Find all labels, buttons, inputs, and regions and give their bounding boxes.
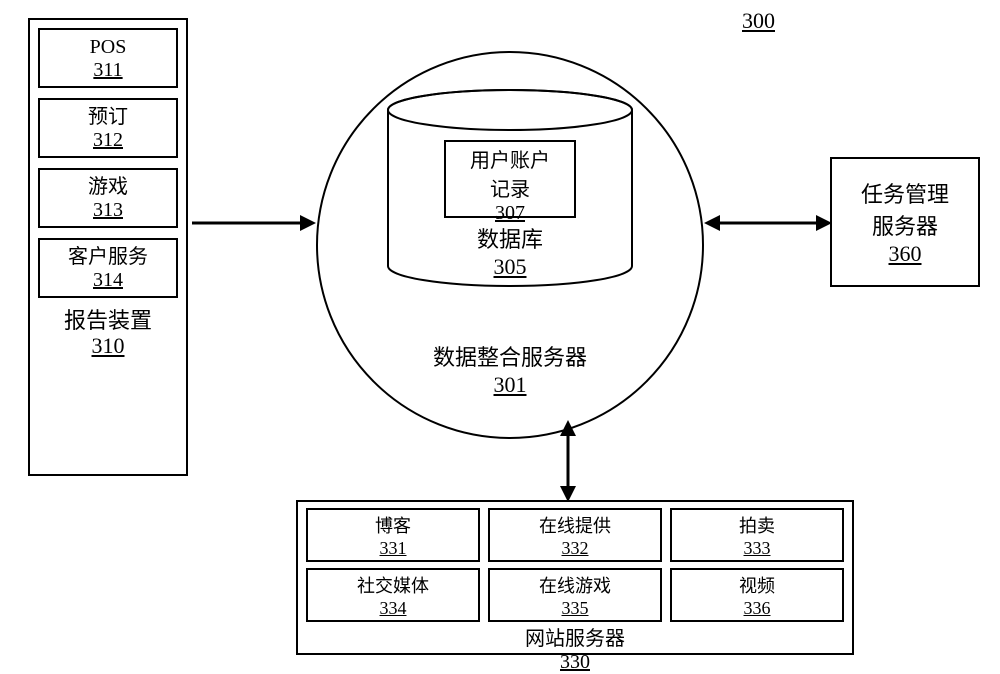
figure-ref: 300: [742, 8, 775, 34]
auction-box: 拍卖 333: [670, 508, 844, 562]
task-management-server-ref: 360: [889, 241, 922, 266]
web-server-label: 网站服务器: [306, 628, 844, 651]
pos-label: POS: [40, 36, 176, 59]
database-ref: 305: [494, 254, 527, 279]
blog-box: 博客 331: [306, 508, 480, 562]
game-label: 游戏: [40, 176, 176, 199]
social-media-label: 社交媒体: [308, 572, 478, 598]
customer-service-box: 客户服务 314: [38, 238, 178, 298]
database-caption: 数据库 305: [386, 222, 634, 280]
database-label: 数据库: [386, 222, 634, 254]
web-server-row-1: 博客 331 在线提供 332 拍卖 333: [306, 508, 844, 562]
reservation-ref: 312: [40, 129, 176, 152]
game-ref: 313: [40, 199, 176, 222]
arrow-center-right-icon: [704, 208, 832, 238]
online-offer-label: 在线提供: [490, 512, 660, 538]
blog-label: 博客: [308, 512, 478, 538]
auction-ref: 333: [744, 538, 771, 558]
reporting-device-ref: 310: [92, 333, 125, 358]
reporting-device-box: POS 311 预订 312 游戏 313 客户服务 314 报告装置 310: [28, 18, 188, 476]
web-server-ref: 330: [560, 651, 590, 673]
pos-box: POS 311: [38, 28, 178, 88]
reporting-device-label: 报告装置: [38, 308, 178, 333]
database-cylinder: 用户账户 记录 307 数据库 305: [386, 88, 634, 288]
online-offer-box: 在线提供 332: [488, 508, 662, 562]
video-label: 视频: [672, 572, 842, 598]
arrow-left-to-center-icon: [188, 208, 320, 238]
game-box: 游戏 313: [38, 168, 178, 228]
web-server-box: 博客 331 在线提供 332 拍卖 333 社交媒体 334 在线游戏 335: [296, 500, 854, 655]
blog-ref: 331: [380, 538, 407, 558]
video-box: 视频 336: [670, 568, 844, 622]
web-server-row-2: 社交媒体 334 在线游戏 335 视频 336: [306, 568, 844, 622]
diagram-canvas: 300 POS 311 预订 312 游戏 313 客户服务 314 报告装置 …: [0, 0, 1000, 661]
social-media-box: 社交媒体 334: [306, 568, 480, 622]
reporting-device-caption: 报告装置 310: [38, 308, 178, 359]
task-management-server-label-l2: 服务器: [832, 209, 978, 241]
online-game-ref: 335: [562, 598, 589, 618]
online-game-label: 在线游戏: [490, 572, 660, 598]
data-integration-server-caption: 数据整合服务器 301: [316, 340, 704, 398]
arrow-center-bottom-icon: [553, 420, 583, 502]
task-management-server-box: 任务管理 服务器 360: [830, 157, 980, 287]
customer-service-ref: 314: [40, 269, 176, 292]
online-game-box: 在线游戏 335: [488, 568, 662, 622]
reservation-box: 预订 312: [38, 98, 178, 158]
task-management-server-label-l1: 任务管理: [832, 177, 978, 209]
data-integration-server-label: 数据整合服务器: [316, 340, 704, 372]
reservation-label: 预订: [40, 106, 176, 129]
web-server-caption: 网站服务器 330: [306, 628, 844, 674]
data-integration-server-ref: 301: [494, 372, 527, 397]
pos-ref: 311: [40, 59, 176, 82]
user-account-record-label-l1: 用户账户: [446, 144, 574, 173]
auction-label: 拍卖: [672, 512, 842, 538]
social-media-ref: 334: [380, 598, 407, 618]
video-ref: 336: [744, 598, 771, 618]
customer-service-label: 客户服务: [40, 246, 176, 269]
user-account-record-box: 用户账户 记录 307: [444, 140, 576, 218]
user-account-record-ref: 307: [495, 202, 525, 224]
online-offer-ref: 332: [562, 538, 589, 558]
user-account-record-label-l2: 记录: [446, 173, 574, 202]
